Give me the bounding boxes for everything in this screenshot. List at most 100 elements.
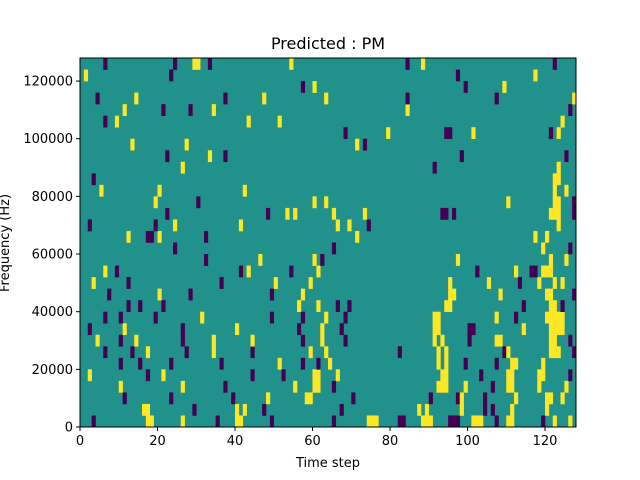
y-tick-label: 20000 <box>32 363 73 378</box>
heatmap-cell <box>297 323 302 336</box>
heatmap-cell <box>479 369 484 382</box>
heatmap-cell <box>556 173 561 186</box>
heatmap-cell <box>300 81 306 93</box>
heatmap-cells <box>83 58 577 428</box>
heatmap-cell <box>250 334 255 347</box>
heatmap-cell <box>246 115 251 128</box>
heatmap-cell <box>304 392 309 405</box>
heatmap-cell <box>192 58 197 70</box>
heatmap-cell <box>452 415 457 428</box>
heatmap-cell <box>335 369 340 382</box>
heatmap-cell <box>572 92 577 105</box>
heatmap-cell <box>335 219 340 232</box>
heatmap-cell <box>405 58 410 70</box>
x-axis: 0 20 40 60 80 100 120 <box>76 427 558 449</box>
heatmap-cell <box>355 230 360 243</box>
heatmap-cell <box>87 219 92 232</box>
heatmap-cell <box>552 323 557 336</box>
heatmap-cell <box>180 323 185 336</box>
heatmap-cell <box>289 58 294 70</box>
heatmap-cell <box>153 219 158 232</box>
heatmap-cell <box>200 311 205 324</box>
heatmap-cell <box>552 184 557 197</box>
heatmap-cell <box>455 392 461 405</box>
heatmap-cell <box>510 415 515 428</box>
heatmap-cell <box>362 207 368 220</box>
heatmap-cell <box>552 300 557 312</box>
heatmap-cell <box>533 265 538 278</box>
heatmap-cell <box>165 150 170 163</box>
heatmap-cell <box>180 334 185 347</box>
heatmap-cell <box>269 415 275 428</box>
heatmap-cell <box>169 392 174 405</box>
heatmap-cell <box>405 104 410 116</box>
heatmap-cell <box>95 334 100 347</box>
heatmap-cell <box>444 127 449 140</box>
heatmap-cell <box>545 392 550 405</box>
plot-background <box>80 58 576 427</box>
x-tick-label: 80 <box>382 434 399 449</box>
heatmap-cell <box>556 207 561 220</box>
heatmap-cell <box>297 300 302 312</box>
heatmap-cell <box>157 230 162 243</box>
heatmap-cell <box>552 346 557 359</box>
heatmap-cell <box>545 265 550 278</box>
heatmap-cell <box>300 357 306 370</box>
heatmap-cell <box>521 300 526 312</box>
x-tick-label: 0 <box>76 434 84 449</box>
heatmap-cell <box>153 196 158 209</box>
heatmap-cell <box>494 357 499 370</box>
heatmap-cell <box>483 392 488 405</box>
heatmap-cell <box>517 277 523 289</box>
heatmap-cell <box>405 92 410 105</box>
heatmap-cell <box>169 357 174 370</box>
heatmap-cell <box>196 58 201 70</box>
heatmap-cell <box>242 403 247 416</box>
y-tick-label: 80000 <box>32 190 73 205</box>
heatmap-cell <box>312 369 317 382</box>
heatmap-cell <box>145 346 151 359</box>
heatmap-cell <box>548 127 554 140</box>
heatmap-cell <box>545 230 550 243</box>
heatmap-cell <box>118 357 123 370</box>
heatmap-cell <box>223 380 228 393</box>
heatmap-cell <box>266 207 271 220</box>
x-tick-label: 20 <box>149 434 166 449</box>
heatmap-cell <box>351 392 356 405</box>
heatmap-cell <box>436 311 441 324</box>
heatmap-cell <box>494 92 499 105</box>
heatmap-cell <box>362 138 368 151</box>
heatmap-cell <box>235 403 240 416</box>
heatmap-cell <box>142 403 147 416</box>
heatmap-cell <box>355 138 360 151</box>
heatmap-cell <box>242 184 247 197</box>
x-tick-label: 120 <box>533 434 558 449</box>
heatmap-cell <box>417 403 422 416</box>
heatmap-cell <box>436 323 441 336</box>
heatmap-cell <box>335 300 340 312</box>
heatmap-cell <box>328 357 333 370</box>
heatmap-cell <box>440 207 445 220</box>
heatmap-cell <box>138 300 143 312</box>
heatmap-cell <box>545 288 550 301</box>
heatmap-cell <box>114 115 120 128</box>
heatmap-cell <box>277 115 282 128</box>
heatmap-cell <box>130 346 135 359</box>
heatmap-cell <box>316 369 321 382</box>
heatmap-cell <box>204 230 209 243</box>
heatmap-cell <box>235 323 240 336</box>
heatmap-cell <box>386 127 391 140</box>
heatmap-cell <box>347 219 352 232</box>
heatmap-cell <box>250 369 255 382</box>
heatmap-cell <box>238 415 244 428</box>
heatmap-cell <box>126 230 131 243</box>
heatmap-cell <box>99 184 104 197</box>
heatmap-cell <box>285 207 290 220</box>
heatmap-cell <box>161 300 166 312</box>
heatmap-cell <box>91 173 96 186</box>
heatmap-cell <box>149 230 154 243</box>
y-tick-label: 120000 <box>23 75 73 90</box>
heatmap-cell <box>192 403 197 416</box>
heatmap-cell <box>273 277 278 289</box>
heatmap-cell <box>560 277 565 289</box>
